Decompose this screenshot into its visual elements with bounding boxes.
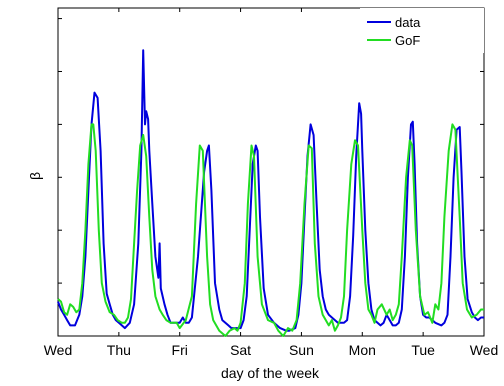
- x-axis-ticks: Wed Thu Fri Sat Sun Mon Tue Wed: [44, 8, 499, 358]
- y-axis-ticks: [58, 18, 484, 284]
- legend-label-gof: GoF: [395, 33, 420, 48]
- x-tick-label-6: Tue: [411, 342, 435, 358]
- series-line-data: [57, 49, 484, 332]
- x-tick-label-0: Wed: [44, 342, 73, 358]
- legend-box: [360, 8, 484, 53]
- x-axis-title: day of the week: [221, 365, 320, 381]
- x-tick-label-2: Fri: [172, 342, 188, 358]
- x-tick-label-7: Wed: [470, 342, 499, 358]
- y-axis-title: β: [27, 172, 43, 180]
- x-tick-label-5: Mon: [349, 342, 376, 358]
- series-lines: [57, 49, 484, 337]
- legend-label-data: data: [395, 15, 421, 30]
- series-line-gof: [57, 123, 484, 337]
- x-tick-label-4: Sun: [289, 342, 314, 358]
- legend: data GoF: [360, 8, 484, 53]
- x-tick-label-3: Sat: [230, 342, 251, 358]
- x-tick-label-1: Thu: [107, 342, 131, 358]
